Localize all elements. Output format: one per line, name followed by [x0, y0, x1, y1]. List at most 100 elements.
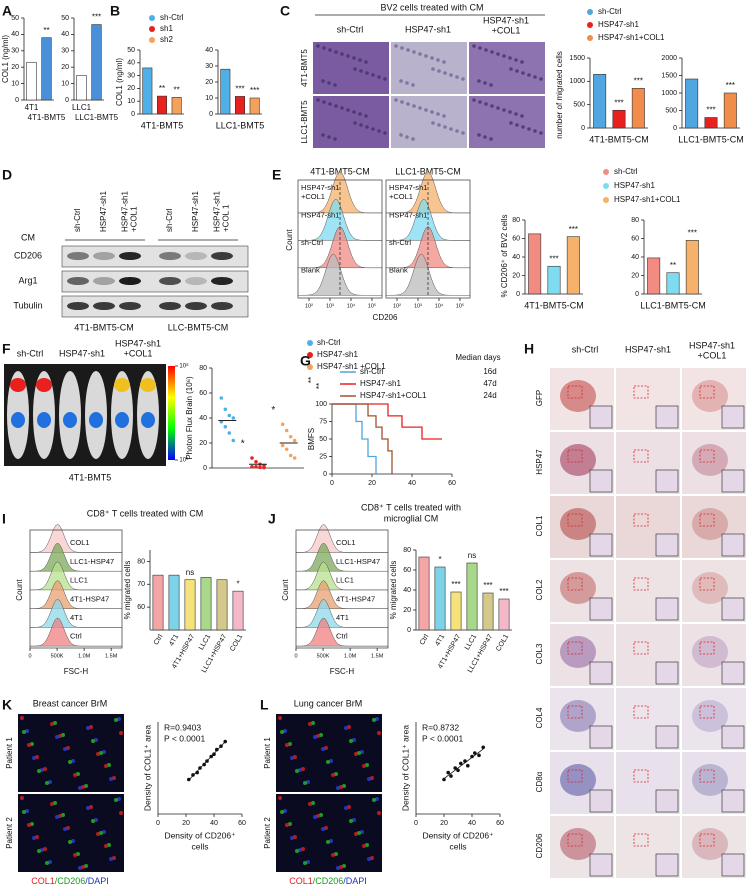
significance: ***	[706, 106, 715, 115]
histogram	[29, 599, 122, 628]
bar	[434, 566, 446, 631]
y-axis-label: number of migrated cells	[555, 51, 564, 139]
blot	[61, 295, 249, 318]
stain-dot	[326, 840, 330, 844]
inset	[721, 661, 745, 685]
y-tick-label: 0	[203, 465, 207, 472]
legend-title: Median days	[455, 353, 500, 362]
cell	[502, 54, 506, 58]
cell	[394, 44, 398, 48]
significance: ***	[235, 85, 244, 94]
stain-dot	[78, 866, 82, 870]
roi-box	[567, 577, 583, 591]
y-tick-label: 80	[199, 365, 207, 372]
point	[250, 456, 254, 460]
stain-dot	[73, 853, 77, 857]
inset	[589, 789, 613, 813]
survival-curve	[332, 403, 393, 474]
bar	[704, 117, 718, 129]
tissue	[692, 380, 728, 412]
y-axis-label: % CD206⁺ of BV2 cells	[500, 215, 509, 298]
cell	[527, 73, 531, 77]
cell	[316, 44, 320, 48]
cell	[490, 50, 494, 54]
bar	[249, 97, 260, 115]
y-tick-label: 70	[137, 581, 145, 588]
bar	[566, 236, 580, 295]
legend-label: HSP47-sh1	[317, 350, 358, 359]
x-axis-label: FSC-H	[330, 667, 355, 676]
stain-dot	[63, 827, 67, 831]
stain-dot	[91, 739, 95, 743]
bar	[528, 233, 542, 295]
point	[262, 465, 266, 470]
legend-swatch	[603, 183, 609, 189]
panel-title: BV2 cells treated with CM	[380, 2, 483, 12]
layer-label: 4T1	[336, 613, 349, 622]
roi-box	[699, 705, 715, 719]
bar	[235, 96, 245, 115]
point	[284, 428, 289, 433]
cell	[442, 60, 446, 64]
roi-box	[633, 385, 649, 399]
legend-swatch	[603, 197, 609, 203]
cell	[520, 60, 524, 64]
cell	[514, 58, 518, 62]
inset	[721, 853, 745, 877]
blot	[61, 245, 249, 268]
cell	[364, 114, 368, 118]
stain-label: /DAPI	[85, 876, 109, 886]
survival-curve	[332, 403, 377, 474]
y-tick-label: 60	[137, 604, 145, 611]
stain-dot	[313, 735, 317, 739]
row-label: HSP47	[535, 449, 544, 475]
significance: *	[241, 439, 245, 450]
row-label: Patient 1	[263, 737, 272, 769]
inset	[589, 853, 613, 877]
row-label: Tubulin	[13, 300, 42, 310]
roi-box	[633, 449, 649, 463]
y-tick-label: 50	[127, 47, 135, 54]
cell	[496, 52, 500, 56]
band	[67, 252, 89, 260]
stain-dot	[354, 752, 358, 756]
panel-title: Lung cancer BrM	[294, 698, 363, 708]
cell	[436, 112, 440, 116]
bar	[666, 272, 680, 295]
row-label: Arg1	[18, 275, 37, 285]
point	[202, 762, 206, 767]
cell	[322, 100, 326, 104]
roi-box	[567, 449, 583, 463]
x-tick-label: 10⁵	[368, 302, 376, 309]
x-axis-label: LLC1-BMT5	[216, 120, 265, 130]
significance: ns	[186, 568, 194, 577]
cell	[406, 48, 410, 52]
cell	[365, 125, 369, 129]
significance: *	[438, 555, 441, 564]
stain-dot	[20, 716, 24, 720]
lane-label: +COL 1	[222, 204, 231, 232]
statistic: R=0.9403	[164, 722, 201, 732]
layer-label: LLC1-HSP47	[336, 557, 380, 566]
panel-letter: H	[524, 341, 534, 357]
cell	[509, 67, 513, 71]
legend-swatch	[149, 15, 155, 21]
x-axis-label: CD206	[373, 313, 398, 322]
panel-letter: C	[280, 3, 290, 19]
cell	[478, 46, 482, 50]
panel-title: Breast cancer BrM	[33, 698, 108, 708]
histogram	[29, 524, 122, 553]
bar	[593, 74, 607, 129]
point	[292, 438, 297, 443]
x-tick-label: 20	[440, 820, 448, 827]
stain-legend: COL1/CD206/DAPI	[31, 876, 109, 886]
cell	[520, 114, 524, 118]
bar	[26, 61, 37, 101]
image-label: HSP47-sh1	[59, 348, 105, 358]
cell	[489, 83, 493, 87]
histogram	[29, 617, 122, 647]
stain-label: COL1	[289, 876, 313, 886]
band	[159, 302, 181, 310]
plot-frame	[29, 529, 123, 649]
point	[258, 465, 262, 470]
